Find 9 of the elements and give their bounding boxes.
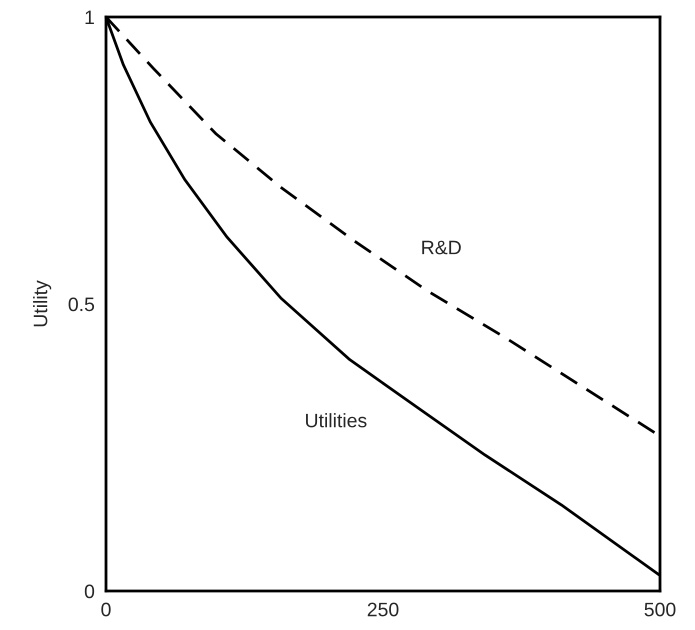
x-tick-label: 250 (368, 602, 398, 616)
x-tick-label: 0 (101, 602, 111, 616)
y-tick-label: 1 (86, 10, 94, 24)
x-tick-label: 500 (644, 602, 676, 616)
y-tick-label: 0 (84, 584, 94, 598)
y-tick-label: 0.5 (68, 297, 94, 312)
series-label: R&D (422, 240, 461, 254)
y-axis-title: Utility (33, 280, 52, 326)
series-label: Utilities (306, 413, 366, 428)
